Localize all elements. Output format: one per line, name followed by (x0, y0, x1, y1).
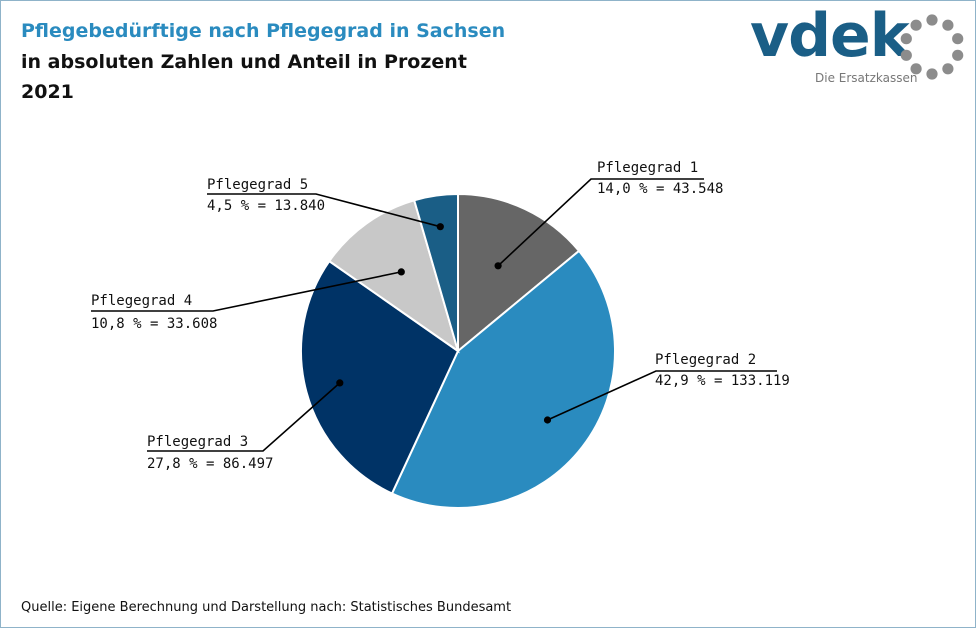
slice-value-label: 4,5 % = 13.840 (207, 198, 325, 214)
logo-ring-icon (900, 14, 964, 80)
vdek-logo: vdek Die Ersatzkassen (746, 1, 971, 89)
slice-value-label: 42,9 % = 133.119 (655, 373, 790, 389)
slice-label: Pflegegrad 3 (147, 434, 248, 450)
callout-line (207, 193, 441, 228)
logo-dot (926, 68, 938, 80)
logo-dot (952, 33, 964, 45)
logo-dot (900, 33, 912, 45)
slice-label: Pflegegrad 2 (655, 352, 756, 368)
logo-dot (900, 49, 912, 61)
slice-value-label: 27,8 % = 86.497 (147, 456, 273, 472)
pie-slice (300, 259, 460, 495)
logo-dot (910, 63, 922, 75)
slice-value-label: 14,0 % = 43.548 (597, 181, 723, 197)
logo-dot (910, 19, 922, 31)
chart-subtitle: in absoluten Zahlen und Anteil in Prozen… (21, 51, 467, 73)
pie-slice (412, 192, 459, 352)
slice-label: Pflegegrad 5 (207, 177, 308, 193)
logo-dot (942, 63, 954, 75)
callout-line (547, 370, 777, 421)
callout-dot (397, 268, 405, 276)
slice-label: Pflegegrad 4 (91, 293, 192, 309)
pie-chart: Pflegegrad 1 14,0 % = 43.548 Pflegegrad 2 4… (91, 160, 790, 509)
callout-line (147, 382, 341, 452)
callout-dot (543, 416, 552, 424)
logo-dot (926, 14, 938, 26)
logo-wordmark: vdek (750, 1, 910, 71)
callout-dot (494, 262, 502, 270)
callout-dot (336, 379, 344, 387)
callout-dot (436, 223, 444, 231)
chart-title: Pflegebedürftige nach Pflegegrad in Sach… (21, 20, 506, 42)
chart-year: 2021 (21, 81, 74, 103)
logo-tagline: Die Ersatzkassen (815, 71, 918, 85)
pie-slice (327, 198, 460, 354)
pie-slice (390, 249, 616, 509)
pie-slice (457, 192, 581, 354)
slice-value-label: 10,8 % = 33.608 (91, 316, 217, 332)
slice-label: Pflegegrad 1 (597, 160, 698, 176)
callout-line (91, 271, 402, 312)
logo-dot (952, 49, 964, 61)
callout-line (497, 178, 704, 267)
logo-dot (942, 19, 954, 31)
source-note: Quelle: Eigene Berechnung und Darstellun… (21, 600, 512, 615)
